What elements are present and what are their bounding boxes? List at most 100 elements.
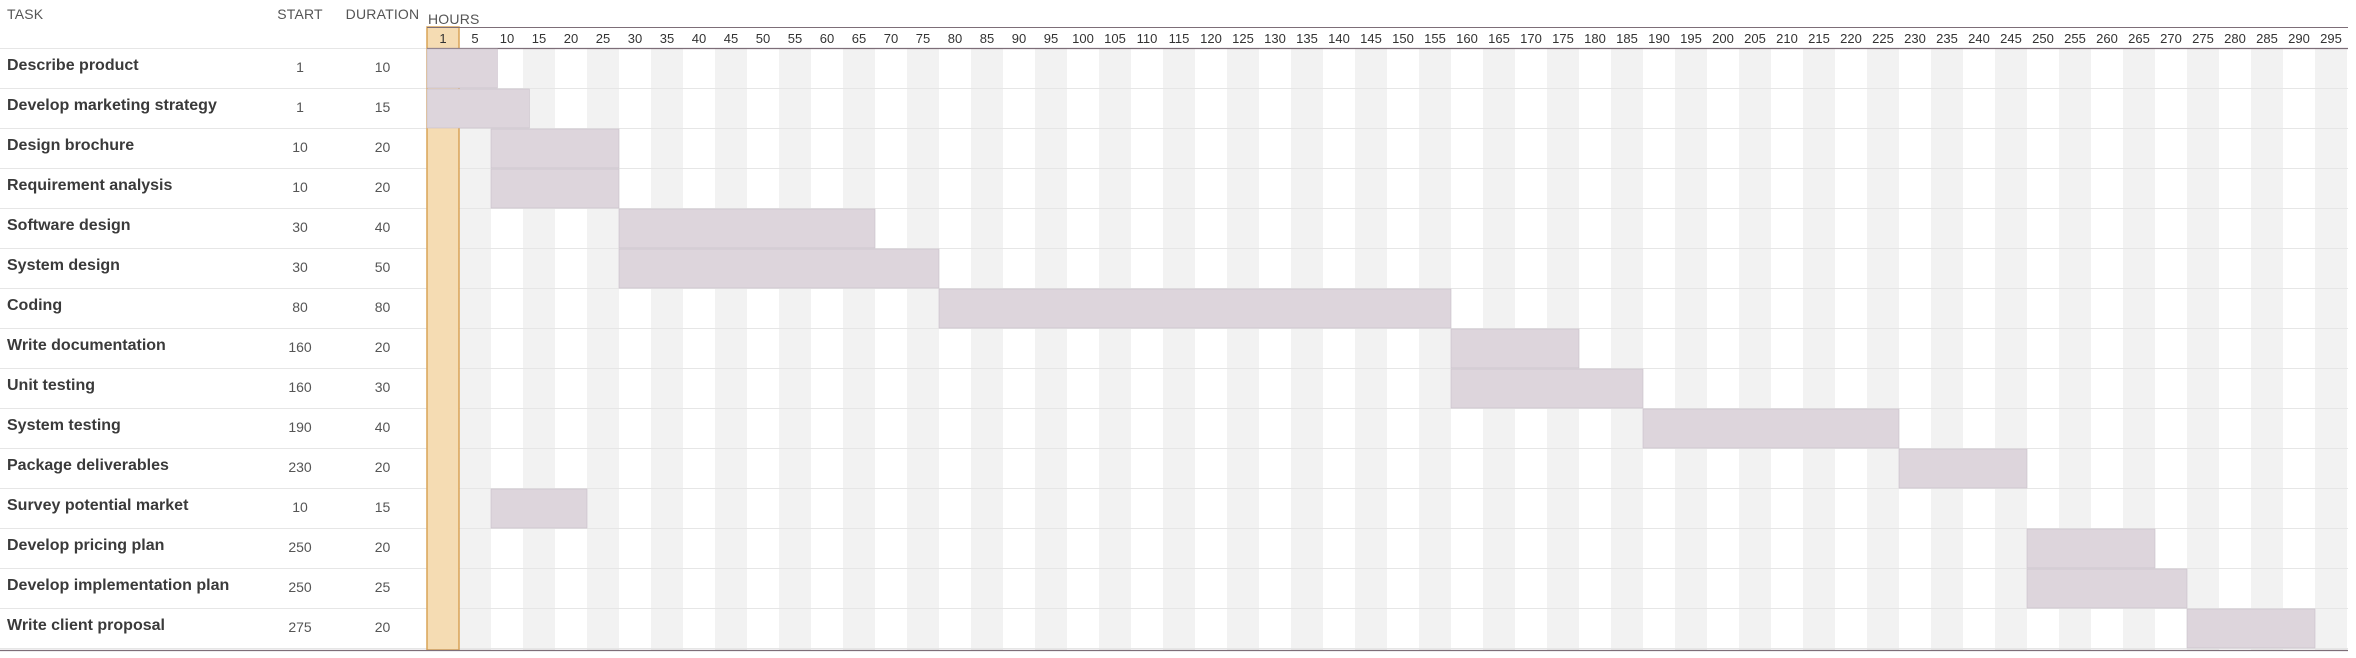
task-duration: 50 <box>374 259 391 275</box>
column-stripe <box>779 48 811 650</box>
x-tick-label: 120 <box>1200 31 1222 46</box>
column-stripe <box>1675 48 1707 650</box>
x-tick-label: 185 <box>1616 31 1638 46</box>
column-stripe <box>1099 48 1131 650</box>
x-tick-label: 150 <box>1392 31 1414 46</box>
column-stripe <box>1163 48 1195 650</box>
hours-axis-header: HOURS <box>428 11 480 27</box>
x-tick-label: 70 <box>884 31 898 46</box>
x-tick-label: 155 <box>1424 31 1446 46</box>
x-tick-label: 95 <box>1044 31 1058 46</box>
task-duration: 30 <box>374 379 391 395</box>
task-bar <box>1450 328 1580 369</box>
x-tick-label: 260 <box>2096 31 2118 46</box>
task-name: Package deliverables <box>7 457 169 474</box>
task-bar <box>2026 528 2156 569</box>
task-start: 160 <box>288 379 312 395</box>
x-tick-label: 65 <box>852 31 866 46</box>
task-start: 190 <box>288 419 312 435</box>
x-tick-label: 255 <box>2064 31 2086 46</box>
task-duration: 20 <box>374 339 391 355</box>
task-start: 1 <box>296 59 304 75</box>
x-tick-label: 110 <box>1137 31 1158 46</box>
x-tick-label: 90 <box>1012 31 1026 46</box>
x-tick-label: 285 <box>2256 31 2278 46</box>
task-bar <box>2026 568 2188 609</box>
task-duration: 80 <box>374 299 391 315</box>
task-name: System testing <box>7 417 121 434</box>
duration-column-header: DURATION <box>345 6 420 22</box>
task-duration: 15 <box>374 99 391 115</box>
task-bar <box>618 248 940 289</box>
column-stripe <box>2251 48 2283 650</box>
x-tick-label: 130 <box>1264 31 1286 46</box>
column-stripe <box>1867 48 1899 650</box>
x-tick-label: 240 <box>1968 31 1990 46</box>
task-bar <box>2186 608 2316 649</box>
task-duration: 20 <box>374 459 391 475</box>
x-tick-label: 125 <box>1232 31 1254 46</box>
column-stripe <box>1227 48 1259 650</box>
x-tick-label: 10 <box>500 31 514 46</box>
column-stripe <box>715 48 747 650</box>
column-stripe <box>1291 48 1323 650</box>
x-tick-label: 140 <box>1328 31 1350 46</box>
column-stripe <box>1035 48 1067 650</box>
x-tick-label: 165 <box>1488 31 1510 46</box>
task-name: Requirement analysis <box>7 177 173 194</box>
x-tick-label: 275 <box>2192 31 2214 46</box>
task-name: Develop implementation plan <box>7 577 230 594</box>
x-tick-label: 220 <box>1840 31 1862 46</box>
task-start: 10 <box>292 139 308 155</box>
column-stripe <box>1931 48 1963 650</box>
x-tick-label: 230 <box>1904 31 1926 46</box>
x-tick-label: 180 <box>1584 31 1606 46</box>
task-start: 160 <box>288 339 312 355</box>
task-bar <box>490 128 620 169</box>
column-stripe <box>843 48 875 650</box>
task-bar <box>618 208 876 249</box>
x-tick-label: 235 <box>1936 31 1958 46</box>
x-tick-label: 85 <box>980 31 994 46</box>
x-tick-label: 210 <box>1776 31 1798 46</box>
x-tick-label: 45 <box>724 31 738 46</box>
task-duration: 40 <box>374 419 391 435</box>
x-tick-label: 295 <box>2320 31 2342 46</box>
task-bar <box>1450 368 1644 409</box>
x-tick-label: 30 <box>628 31 642 46</box>
task-bar <box>1642 408 1900 449</box>
task-bar <box>938 288 1452 329</box>
column-stripe <box>1355 48 1387 650</box>
x-tick-label: 270 <box>2160 31 2182 46</box>
x-tick-label: 190 <box>1648 31 1670 46</box>
current-column-highlight <box>426 26 460 651</box>
column-stripe <box>1803 48 1835 650</box>
task-start: 30 <box>292 259 308 275</box>
task-name: Write client proposal <box>7 617 165 634</box>
x-tick-label: 170 <box>1520 31 1542 46</box>
x-tick-label: 1 <box>439 31 446 46</box>
x-tick-label: 135 <box>1296 31 1318 46</box>
x-tick-label: 15 <box>532 31 546 46</box>
task-column-header: TASK <box>7 6 44 22</box>
task-name: Unit testing <box>7 377 95 394</box>
task-name: System design <box>7 257 120 274</box>
x-tick-label: 35 <box>660 31 674 46</box>
task-duration: 40 <box>374 219 391 235</box>
start-column-header: START <box>277 6 323 22</box>
task-start: 230 <box>288 459 312 475</box>
x-tick-label: 225 <box>1872 31 1894 46</box>
task-start: 250 <box>288 539 312 555</box>
x-tick-label: 50 <box>756 31 770 46</box>
x-tick-label: 5 <box>471 31 478 46</box>
task-bar <box>490 168 620 209</box>
x-tick-label: 55 <box>788 31 802 46</box>
task-duration: 20 <box>374 139 391 155</box>
column-stripe <box>907 48 939 650</box>
column-stripe <box>1739 48 1771 650</box>
column-stripe <box>2187 48 2219 650</box>
x-tick-label: 145 <box>1360 31 1382 46</box>
task-bar <box>1898 448 2028 489</box>
